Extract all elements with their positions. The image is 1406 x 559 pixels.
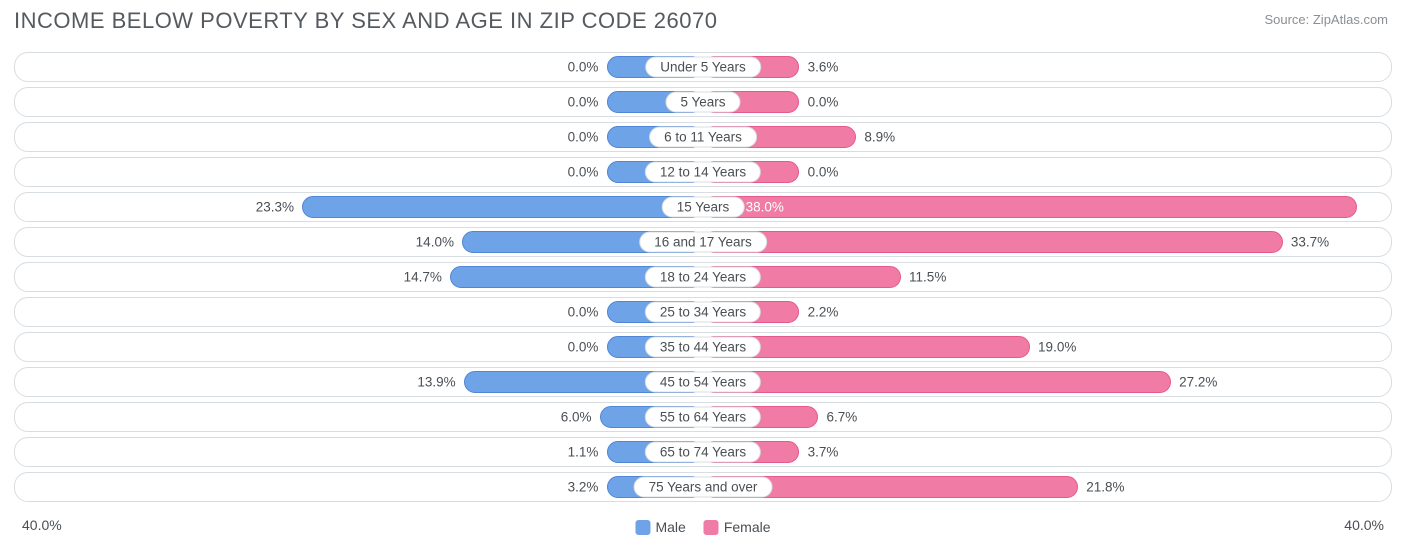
male-value: 23.3% xyxy=(256,200,294,215)
chart-title: INCOME BELOW POVERTY BY SEX AND AGE IN Z… xyxy=(14,8,717,34)
age-label: 25 to 34 Years xyxy=(645,302,761,323)
male-value: 0.0% xyxy=(568,305,599,320)
female-value: 33.7% xyxy=(1291,235,1329,250)
table-row: 23.3% 38.0%15 Years xyxy=(14,192,1392,222)
axis-max-left: 40.0% xyxy=(22,517,62,533)
male-swatch-icon xyxy=(635,520,650,535)
male-bar xyxy=(302,196,703,218)
male-value: 0.0% xyxy=(568,340,599,355)
table-row: 0.0% 0.0% 12 to 14 Years xyxy=(14,157,1392,187)
female-bar xyxy=(703,371,1171,393)
female-swatch-icon xyxy=(704,520,719,535)
female-value: 27.2% xyxy=(1179,375,1217,390)
female-value: 6.7% xyxy=(826,410,857,425)
female-value: 38.0% xyxy=(746,200,784,215)
age-label: 15 Years xyxy=(662,197,745,218)
age-label: 55 to 64 Years xyxy=(645,407,761,428)
female-value: 11.5% xyxy=(909,270,946,285)
table-row: 3.2% 21.8% 75 Years and over xyxy=(14,472,1392,502)
female-value: 19.0% xyxy=(1038,340,1076,355)
female-value: 0.0% xyxy=(808,95,839,110)
age-label: 12 to 14 Years xyxy=(645,162,761,183)
legend-female: Female xyxy=(704,519,771,535)
age-label: 35 to 44 Years xyxy=(645,337,761,358)
male-value: 3.2% xyxy=(568,480,599,495)
legend-male-label: Male xyxy=(655,519,685,535)
table-row: 0.0% 0.0% 5 Years xyxy=(14,87,1392,117)
age-label: 75 Years and over xyxy=(634,477,773,498)
male-value: 13.9% xyxy=(417,375,455,390)
table-row: 0.0% 2.2% 25 to 34 Years xyxy=(14,297,1392,327)
legend-female-label: Female xyxy=(724,519,771,535)
male-value: 1.1% xyxy=(568,445,599,460)
male-value: 0.0% xyxy=(568,60,599,75)
female-value: 21.8% xyxy=(1086,480,1124,495)
male-value: 6.0% xyxy=(561,410,592,425)
table-row: 0.0% 8.9% 6 to 11 Years xyxy=(14,122,1392,152)
age-label: 16 and 17 Years xyxy=(639,232,767,253)
age-label: 5 Years xyxy=(665,92,740,113)
table-row: 13.9% 27.2% 45 to 54 Years xyxy=(14,367,1392,397)
age-label: 18 to 24 Years xyxy=(645,267,761,288)
male-value: 0.0% xyxy=(568,130,599,145)
female-value: 3.6% xyxy=(808,60,839,75)
table-row: 14.7% 11.5% 18 to 24 Years xyxy=(14,262,1392,292)
male-value: 14.0% xyxy=(416,235,454,250)
legend-male: Male xyxy=(635,519,685,535)
diverging-bar-chart: 0.0%3.6%Under 5 Years0.0%0.0%5 Years0.0%… xyxy=(14,52,1392,511)
legend: Male Female xyxy=(635,519,770,535)
female-bar xyxy=(703,196,1357,218)
table-row: 1.1% 3.7% 65 to 74 Years xyxy=(14,437,1392,467)
female-value: 2.2% xyxy=(808,305,839,320)
female-value: 3.7% xyxy=(808,445,839,460)
age-label: 45 to 54 Years xyxy=(645,372,761,393)
axis-max-right: 40.0% xyxy=(1344,517,1384,533)
age-label: Under 5 Years xyxy=(645,57,761,78)
table-row: 0.0% 19.0% 35 to 44 Years xyxy=(14,332,1392,362)
source-attribution: Source: ZipAtlas.com xyxy=(1264,12,1388,27)
table-row: 0.0% 3.6% Under 5 Years xyxy=(14,52,1392,82)
table-row: 14.0% 33.7% 16 and 17 Years xyxy=(14,227,1392,257)
age-label: 6 to 11 Years xyxy=(649,127,757,148)
female-value: 0.0% xyxy=(808,165,839,180)
male-value: 0.0% xyxy=(568,165,599,180)
male-value: 0.0% xyxy=(568,95,599,110)
male-value: 14.7% xyxy=(404,270,442,285)
female-bar xyxy=(703,231,1283,253)
age-label: 65 to 74 Years xyxy=(645,442,761,463)
table-row: 6.0% 6.7% 55 to 64 Years xyxy=(14,402,1392,432)
female-value: 8.9% xyxy=(864,130,895,145)
